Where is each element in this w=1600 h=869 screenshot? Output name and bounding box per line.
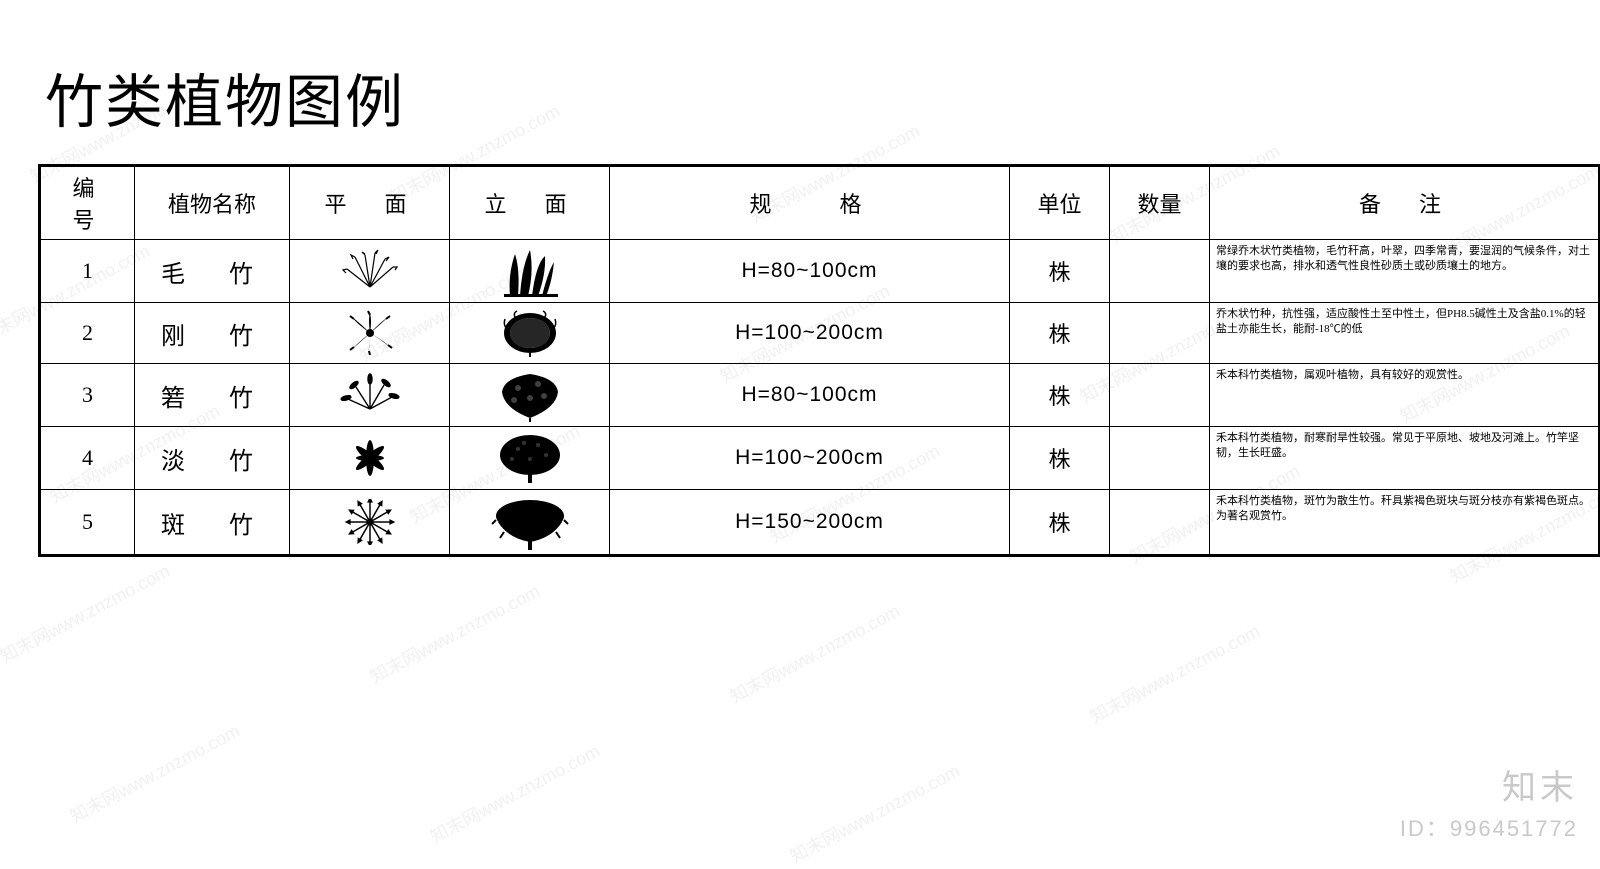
cell-spec: H=100~200cm xyxy=(610,427,1010,490)
cell-index: 3 xyxy=(40,364,135,427)
watermark: 知末网www.znzmo.com xyxy=(0,557,174,669)
legend-table: 编 号 植物名称 平 面 立 面 规 格 单位 数量 备 注 1 毛 竹 xyxy=(38,164,1600,557)
cell-qty xyxy=(1110,490,1210,556)
cell-unit: 株 xyxy=(1010,364,1110,427)
plan-icon xyxy=(290,303,450,364)
footer-brand: 知末 xyxy=(1400,760,1578,809)
cell-name: 刚 竹 xyxy=(135,303,290,364)
cell-qty xyxy=(1110,427,1210,490)
cell-note: 禾本科竹类植物，耐寒耐旱性较强。常见于平原地、坡地及河滩上。竹竿坚韧，生长旺盛。 xyxy=(1210,427,1600,490)
cell-name: 箬 竹 xyxy=(135,364,290,427)
cell-unit: 株 xyxy=(1010,303,1110,364)
watermark: 知末网www.znzmo.com xyxy=(65,717,244,829)
table-header-row: 编 号 植物名称 平 面 立 面 规 格 单位 数量 备 注 xyxy=(40,166,1600,240)
watermark: 知末网www.znzmo.com xyxy=(425,737,604,849)
col-header-qty: 数量 xyxy=(1110,166,1210,240)
watermark: 知末网www.znzmo.com xyxy=(725,597,904,709)
page-title: 竹类植物图例 xyxy=(0,0,1600,164)
col-header-unit: 单位 xyxy=(1010,166,1110,240)
plan-icon xyxy=(290,490,450,556)
legend-table-wrap: 编 号 植物名称 平 面 立 面 规 格 单位 数量 备 注 1 毛 竹 xyxy=(38,164,1598,557)
cell-note: 禾本科竹类植物，属观叶植物，具有较好的观赏性。 xyxy=(1210,364,1600,427)
elevation-icon xyxy=(450,240,610,303)
table-row: 5 斑 竹 xyxy=(40,490,1600,556)
cell-qty xyxy=(1110,303,1210,364)
cell-spec: H=100~200cm xyxy=(610,303,1010,364)
cell-index: 2 xyxy=(40,303,135,364)
elevation-icon xyxy=(450,303,610,364)
cell-note: 常绿乔木状竹类植物，毛竹秆高，叶翠，四季常青，要湿润的气候条件，对土壤的要求也高… xyxy=(1210,240,1600,303)
col-header-note: 备 注 xyxy=(1210,166,1600,240)
table-row: 1 毛 竹 xyxy=(40,240,1600,303)
cell-index: 4 xyxy=(40,427,135,490)
cell-name: 毛 竹 xyxy=(135,240,290,303)
footer-watermark: 知末 ID：996451772 xyxy=(1400,760,1578,843)
col-header-spec: 规 格 xyxy=(610,166,1010,240)
watermark: 知末网www.znzmo.com xyxy=(365,577,544,689)
footer-id: ID：996451772 xyxy=(1400,811,1578,843)
plan-icon xyxy=(290,240,450,303)
cell-spec: H=80~100cm xyxy=(610,364,1010,427)
col-header-index: 编 号 xyxy=(40,166,135,240)
cell-note: 禾本科竹类植物，斑竹为散生竹。秆具紫褐色斑块与斑分枝亦有紫褐色斑点。为著名观赏竹… xyxy=(1210,490,1600,556)
watermark: 知末网www.znzmo.com xyxy=(1085,617,1264,729)
cell-name: 淡 竹 xyxy=(135,427,290,490)
cell-spec: H=80~100cm xyxy=(610,240,1010,303)
cell-spec: H=150~200cm xyxy=(610,490,1010,556)
plan-icon xyxy=(290,427,450,490)
col-header-plan: 平 面 xyxy=(290,166,450,240)
cell-unit: 株 xyxy=(1010,240,1110,303)
watermark: 知末网www.znzmo.com xyxy=(785,757,964,869)
elevation-icon xyxy=(450,364,610,427)
table-row: 2 刚 竹 xyxy=(40,303,1600,364)
cell-index: 5 xyxy=(40,490,135,556)
cell-unit: 株 xyxy=(1010,490,1110,556)
cell-name: 斑 竹 xyxy=(135,490,290,556)
table-row: 3 箬 竹 xyxy=(40,364,1600,427)
elevation-icon xyxy=(450,427,610,490)
plan-icon xyxy=(290,364,450,427)
cell-unit: 株 xyxy=(1010,427,1110,490)
col-header-name: 植物名称 xyxy=(135,166,290,240)
table-row: 4 淡 竹 xyxy=(40,427,1600,490)
elevation-icon xyxy=(450,490,610,556)
cell-qty xyxy=(1110,364,1210,427)
col-header-elevation: 立 面 xyxy=(450,166,610,240)
cell-note: 乔木状竹种，抗性强，适应酸性土至中性土，但PH8.5碱性土及含盐0.1%的轻盐土… xyxy=(1210,303,1600,364)
cell-qty xyxy=(1110,240,1210,303)
cell-index: 1 xyxy=(40,240,135,303)
